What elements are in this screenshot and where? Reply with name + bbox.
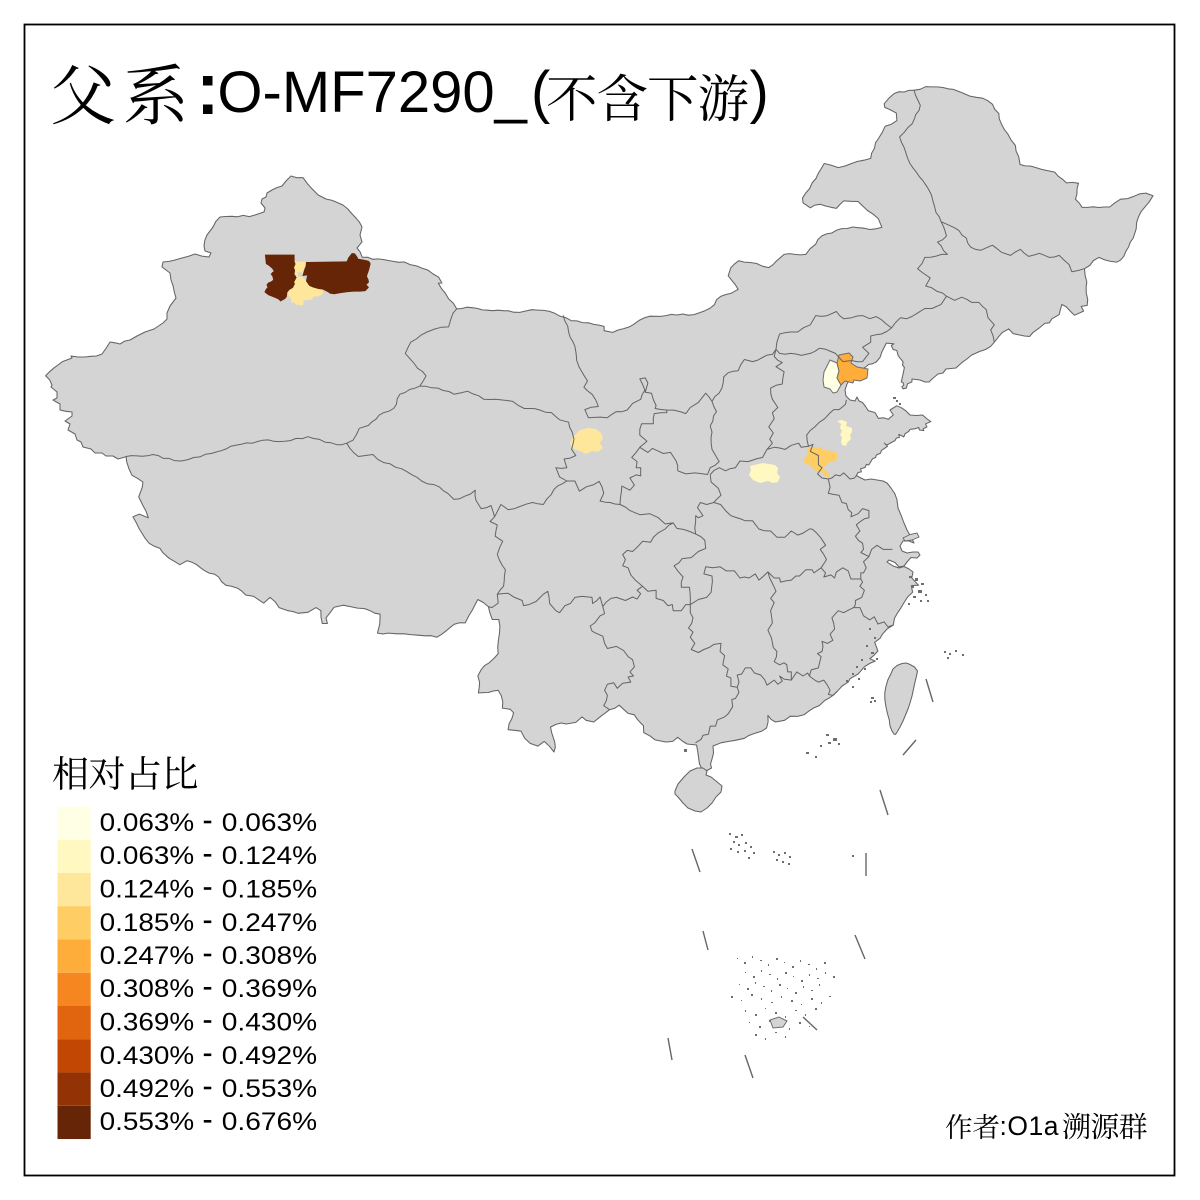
svg-text:0.430%: 0.430% xyxy=(222,1009,317,1037)
svg-text:0.553%: 0.553% xyxy=(100,1108,195,1136)
svg-text:0.308%: 0.308% xyxy=(100,975,195,1003)
svg-text:0.063%: 0.063% xyxy=(100,809,195,837)
svg-text:0.185%: 0.185% xyxy=(100,909,195,937)
svg-text:0.553%: 0.553% xyxy=(222,1075,317,1103)
svg-text:0.063%: 0.063% xyxy=(222,809,317,837)
svg-text:O-MF7290_: O-MF7290_ xyxy=(217,60,527,125)
svg-text::O1a: :O1a xyxy=(1000,1111,1059,1141)
svg-text:0.308%: 0.308% xyxy=(222,942,317,970)
svg-text:0.247%: 0.247% xyxy=(222,909,317,937)
svg-text:): ) xyxy=(750,60,769,125)
svg-text:0.063%: 0.063% xyxy=(100,842,195,870)
svg-text:(: ( xyxy=(531,60,550,125)
svg-text:0.369%: 0.369% xyxy=(222,975,317,1003)
svg-text:0.185%: 0.185% xyxy=(222,876,317,904)
svg-text:0.492%: 0.492% xyxy=(100,1075,195,1103)
svg-text:0.247%: 0.247% xyxy=(100,942,195,970)
svg-text:0.492%: 0.492% xyxy=(222,1042,317,1070)
svg-text:0.676%: 0.676% xyxy=(222,1108,317,1136)
svg-text:0.369%: 0.369% xyxy=(100,1009,195,1037)
svg-text:0.430%: 0.430% xyxy=(100,1042,195,1070)
svg-text:0.124%: 0.124% xyxy=(222,842,317,870)
svg-text:0.124%: 0.124% xyxy=(100,876,195,904)
